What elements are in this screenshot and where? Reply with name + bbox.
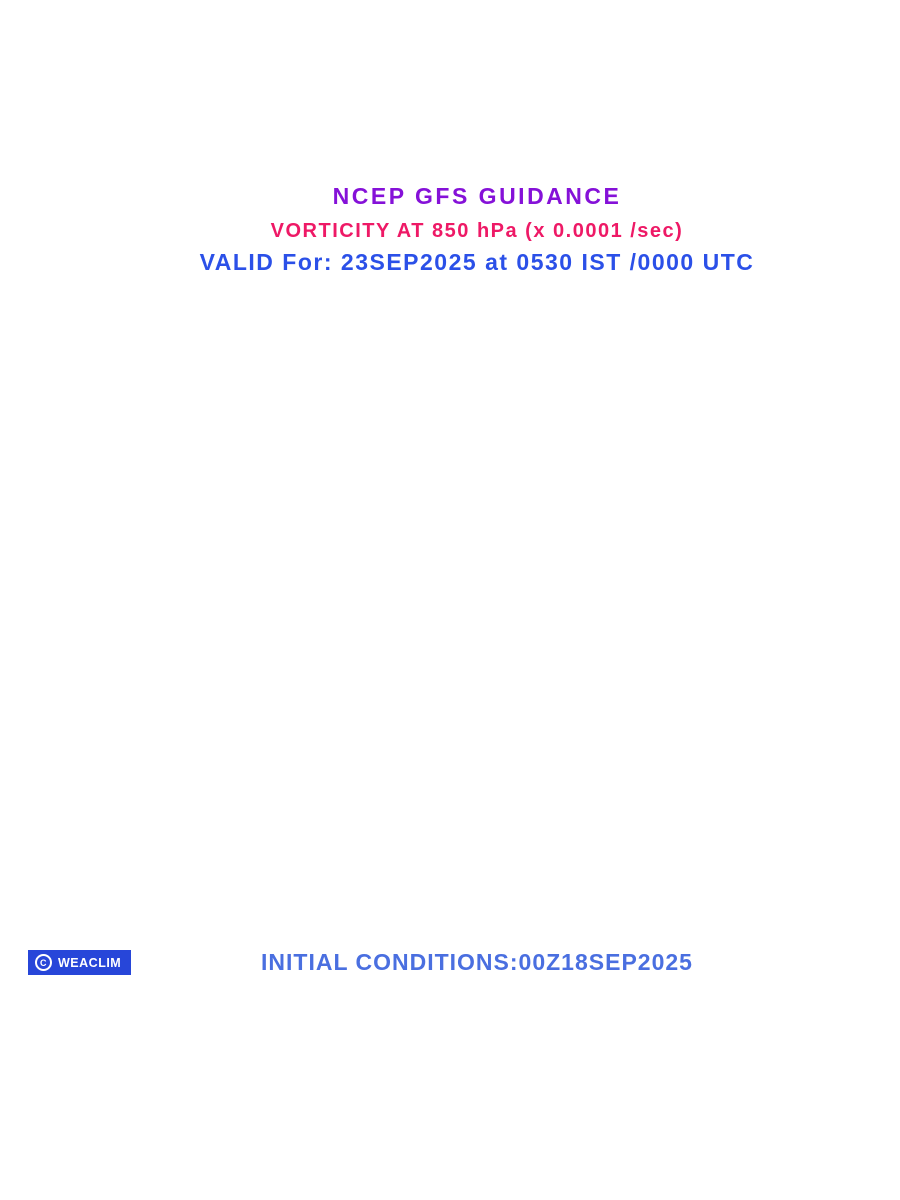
initial-conditions-label: INITIAL CONDITIONS:00Z18SEP2025: [261, 949, 693, 975]
valid-time-label: VALID For: 23SEP2025 at 0530 IST /0000 U…: [199, 249, 755, 275]
copyright-icon: C: [35, 954, 52, 971]
weaclim-logo: C WEACLIM: [28, 950, 132, 975]
logo-text: WEACLIM: [58, 955, 122, 970]
vorticity-colorbar: [142, 977, 802, 1035]
page-title: NCEP GFS GUIDANCE: [332, 183, 622, 209]
page-subtitle-field: VORTICITY AT 850 hPa (x 0.0001 /sec): [270, 220, 684, 242]
